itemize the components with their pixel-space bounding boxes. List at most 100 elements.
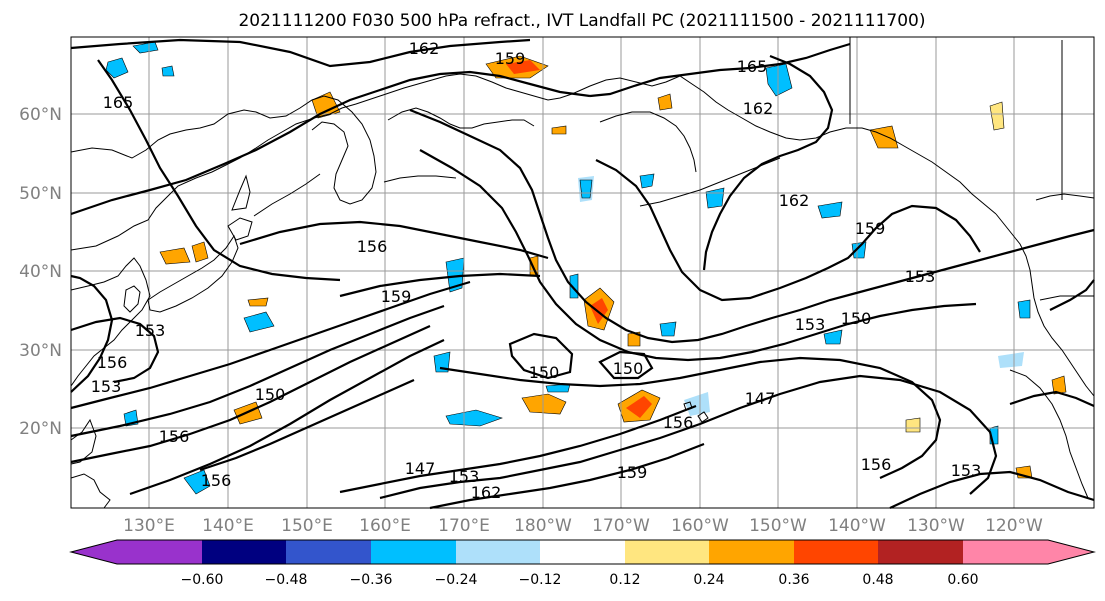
- contour-label: 159: [495, 49, 526, 68]
- map-frame: [70, 36, 1095, 509]
- colorbar-cell: [709, 540, 794, 564]
- contour-label: 162: [743, 99, 774, 118]
- contour-label: 156: [663, 413, 694, 432]
- contour-label: 153: [135, 321, 166, 340]
- china-coast: [70, 257, 151, 387]
- contour-line: [508, 332, 574, 380]
- contour-label: 153: [951, 461, 982, 480]
- contour-line: [129, 339, 445, 496]
- contour-line: [239, 220, 549, 260]
- lat-label: 60°N: [19, 105, 62, 125]
- colorbar-tick-label: 0.12: [609, 572, 640, 588]
- contour-label: 165: [103, 93, 134, 112]
- colorbar: −0.60 −0.48 −0.36 −0.24 −0.12 0.12 0.24 …: [69, 539, 1096, 588]
- contour-line: [702, 54, 834, 271]
- lon-label: 140°W: [828, 516, 886, 536]
- contour-label: 153: [449, 467, 480, 486]
- gridlines: [71, 37, 1094, 508]
- colorbar-ticks: −0.60 −0.48 −0.36 −0.24 −0.12 0.12 0.24 …: [181, 572, 979, 588]
- lat-label: 30°N: [19, 341, 62, 361]
- contour-line: [429, 442, 705, 510]
- negative-anomaly-patch: [817, 201, 843, 219]
- positive-anomaly-patch: [506, 60, 540, 74]
- colorbar-cell: [202, 540, 286, 564]
- negative-anomaly-patch: [161, 65, 175, 77]
- contour-label: 162: [471, 483, 502, 502]
- contour-line: [70, 280, 471, 410]
- contour-line: [589, 42, 851, 98]
- lon-label: 130°E: [123, 516, 175, 536]
- contour-line: [97, 59, 341, 282]
- contour-label: 159: [381, 287, 412, 306]
- colorbar-cell: [371, 540, 456, 564]
- map-background: [71, 37, 1094, 508]
- lat-label: 50°N: [19, 184, 62, 204]
- lon-label: 180°W: [514, 516, 572, 536]
- colorbar-cell: [286, 540, 371, 564]
- siberia-coast: [70, 73, 573, 251]
- negative-anomaly-patch: [105, 57, 129, 79]
- positive-anomaly-patch: [869, 125, 899, 149]
- negative-anomaly-patch: [823, 329, 843, 345]
- contour-line: [595, 159, 981, 302]
- colorbar-tick-label: −0.12: [519, 572, 562, 588]
- negative-anomaly-patch: [243, 311, 275, 333]
- contour-label: 153: [91, 377, 122, 396]
- negative-anomaly-patch: [433, 351, 451, 373]
- taiwan-coast: [70, 418, 97, 465]
- negative-anomaly-patch: [639, 173, 655, 189]
- positive-anomaly-patch: [551, 125, 567, 135]
- contour-label: 156: [201, 471, 232, 490]
- contour-label: 150: [841, 309, 872, 328]
- contour-line: [70, 316, 160, 384]
- contour-label: 156: [97, 353, 128, 372]
- longitude-labels: 130°E 140°E 150°E 160°E 170°E 180°W 170°…: [123, 516, 1043, 536]
- contour-label: 159: [855, 219, 886, 238]
- lon-label: 160°W: [671, 516, 729, 536]
- lon-label: 170°E: [438, 516, 490, 536]
- contour-labels: 162 159 165 165 162 162 159 156 159 153 …: [91, 39, 982, 502]
- colorbar-cell: [878, 540, 963, 564]
- positive-anomaly-patch: [159, 247, 191, 265]
- colorbar-tick-label: 0.60: [947, 572, 978, 588]
- positive-anomaly-patch: [657, 93, 673, 111]
- colorbar-tick-label: 0.36: [778, 572, 809, 588]
- contour-label: 162: [409, 39, 440, 58]
- contour-label: 165: [737, 57, 768, 76]
- colorbar-outline: [69, 539, 1096, 565]
- lon-label: 140°E: [202, 516, 254, 536]
- contour-line: [889, 470, 1095, 509]
- contour-line: [70, 70, 591, 216]
- negative-anomaly-patch: [445, 409, 503, 427]
- negative-anomaly-patch: [659, 321, 677, 337]
- contour-line: [419, 149, 977, 362]
- colorbar-tick-label: −0.60: [181, 572, 224, 588]
- contour-label: 156: [159, 427, 190, 446]
- colorbar-tick-label: −0.36: [350, 572, 393, 588]
- kuril-islands: [253, 173, 321, 217]
- contour-line: [409, 108, 1095, 344]
- negative-anomaly-patch: [851, 241, 867, 259]
- colorbar-cell: [71, 540, 202, 564]
- contour-line: [70, 38, 531, 68]
- negative-anomaly-patch: [579, 179, 593, 199]
- contour-line: [379, 374, 998, 500]
- contour-line: [70, 304, 445, 438]
- colorbar-cell: [456, 540, 540, 564]
- lon-label: 150°W: [749, 516, 807, 536]
- colorbar-tick-label: 0.48: [862, 572, 893, 588]
- colorbar-cell: [625, 540, 709, 564]
- lon-label: 130°W: [907, 516, 965, 536]
- contour-line: [1009, 390, 1095, 408]
- negative-anomaly-patch: [998, 352, 1024, 368]
- lat-label: 40°N: [19, 262, 62, 282]
- negative-anomaly-patch: [765, 63, 793, 97]
- contour-line: [339, 272, 541, 298]
- philippines-coast: [70, 473, 111, 509]
- negative-anomaly-patch: [445, 257, 465, 293]
- contour-label: 159: [617, 463, 648, 482]
- negative-anomaly-patch: [1017, 299, 1031, 319]
- hawaii-island: [697, 411, 709, 423]
- state-border: [1039, 295, 1094, 301]
- contour-label: 156: [861, 455, 892, 474]
